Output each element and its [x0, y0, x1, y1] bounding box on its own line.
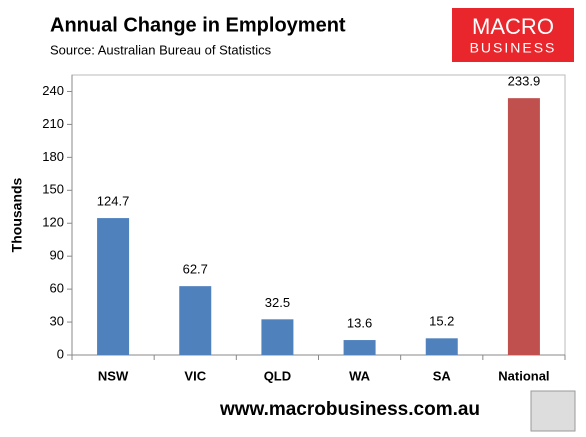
- bar: [425, 338, 458, 355]
- y-tick-label: 60: [50, 281, 64, 296]
- plot-frame: [71, 74, 566, 356]
- logo-box: [452, 8, 574, 62]
- data-label: 62.7: [183, 262, 208, 277]
- x-tick-label: NSW: [98, 368, 129, 383]
- bar: [507, 98, 540, 355]
- data-label: 32.5: [265, 295, 290, 310]
- y-axis-label: Thousands: [9, 177, 25, 252]
- logo-text: BUSINESS: [470, 40, 557, 56]
- bar: [179, 286, 212, 355]
- chart-title: Annual Change in Employment: [50, 14, 346, 36]
- data-label: 13.6: [347, 316, 372, 331]
- logo-text: MACRO: [472, 14, 554, 39]
- x-tick-label: WA: [349, 368, 371, 383]
- y-tick-label: 90: [50, 248, 64, 263]
- y-tick-label: 0: [57, 346, 64, 361]
- bar: [343, 340, 376, 355]
- x-tick-label: VIC: [184, 368, 206, 383]
- x-tick-label: SA: [433, 368, 452, 383]
- y-tick-label: 180: [42, 149, 64, 164]
- chart-subtitle: Source: Australian Bureau of Statistics: [50, 42, 272, 57]
- y-tick-label: 210: [42, 116, 64, 131]
- bar: [261, 319, 294, 355]
- footer: www.macrobusiness.com.au: [219, 399, 480, 420]
- data-label: 15.2: [429, 314, 454, 329]
- x-tick-label: QLD: [264, 368, 291, 383]
- wolf-icon: [530, 390, 576, 432]
- data-label: 124.7: [97, 194, 130, 209]
- data-label: 233.9: [508, 74, 541, 89]
- y-tick-label: 150: [42, 182, 64, 197]
- y-tick-label: 30: [50, 313, 64, 328]
- bar: [97, 218, 130, 355]
- x-tick-label: National: [498, 368, 549, 383]
- y-tick-label: 240: [42, 83, 64, 98]
- y-tick-label: 120: [42, 215, 64, 230]
